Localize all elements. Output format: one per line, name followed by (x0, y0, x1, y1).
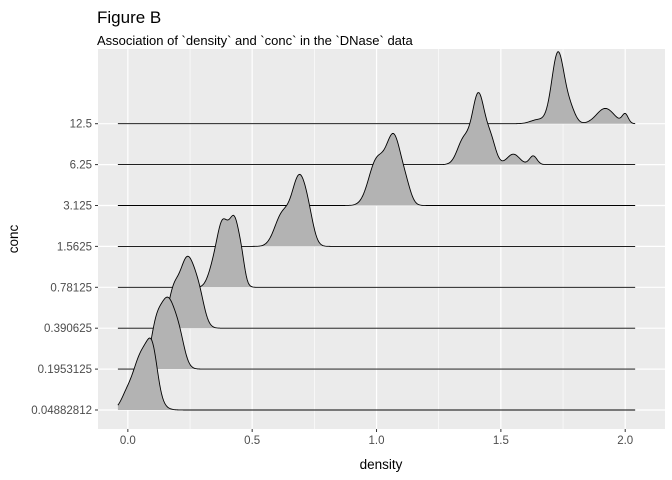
y-tick-label: 0.78125 (50, 282, 92, 294)
x-tick-label: 1.0 (369, 435, 385, 447)
x-tick-label: 2.0 (617, 435, 633, 447)
ridge-fill-0.1953125 (117, 297, 636, 370)
ridge-outline-0.78125 (117, 214, 636, 288)
ridge-outline-0.1953125 (117, 296, 636, 370)
ridge-outline-12.5 (117, 51, 636, 125)
y-tick-label: 0.390625 (44, 323, 92, 335)
y-axis-title: conc (6, 224, 21, 253)
x-axis-title: density (360, 457, 403, 472)
x-tick-label: 0.0 (120, 435, 136, 447)
ridge-fill-0.78125 (117, 215, 636, 288)
ridge-fill-3.125 (117, 133, 636, 206)
plot-panel (98, 49, 665, 429)
y-tick-label: 6.25 (70, 160, 92, 172)
ridge-outline-0.390625 (117, 255, 636, 329)
chart-title: Figure B (97, 8, 162, 27)
chart-subtitle: Association of `density` and `conc` in t… (97, 33, 413, 48)
y-tick-label: 3.125 (63, 201, 92, 213)
y-tick-label: 0.1953125 (38, 364, 92, 376)
y-tick-label: 0.04882812 (31, 405, 92, 417)
ridge-outline-0.04882812 (117, 337, 636, 411)
x-axis-ticks: 0.0 0.5 1.0 1.5 2.0 (120, 429, 633, 447)
ridge-outline-1.5625 (117, 173, 636, 247)
y-tick-label: 1.5625 (57, 241, 92, 253)
ridge-outline-3.125 (117, 133, 636, 206)
y-tick-label: 12.5 (70, 119, 92, 131)
y-axis-ticks: 0.04882812 0.1953125 0.390625 0.78125 1.5625… (31, 119, 98, 417)
x-tick-label: 1.5 (493, 435, 509, 447)
x-tick-label: 0.5 (244, 435, 260, 447)
ridges (117, 51, 636, 411)
